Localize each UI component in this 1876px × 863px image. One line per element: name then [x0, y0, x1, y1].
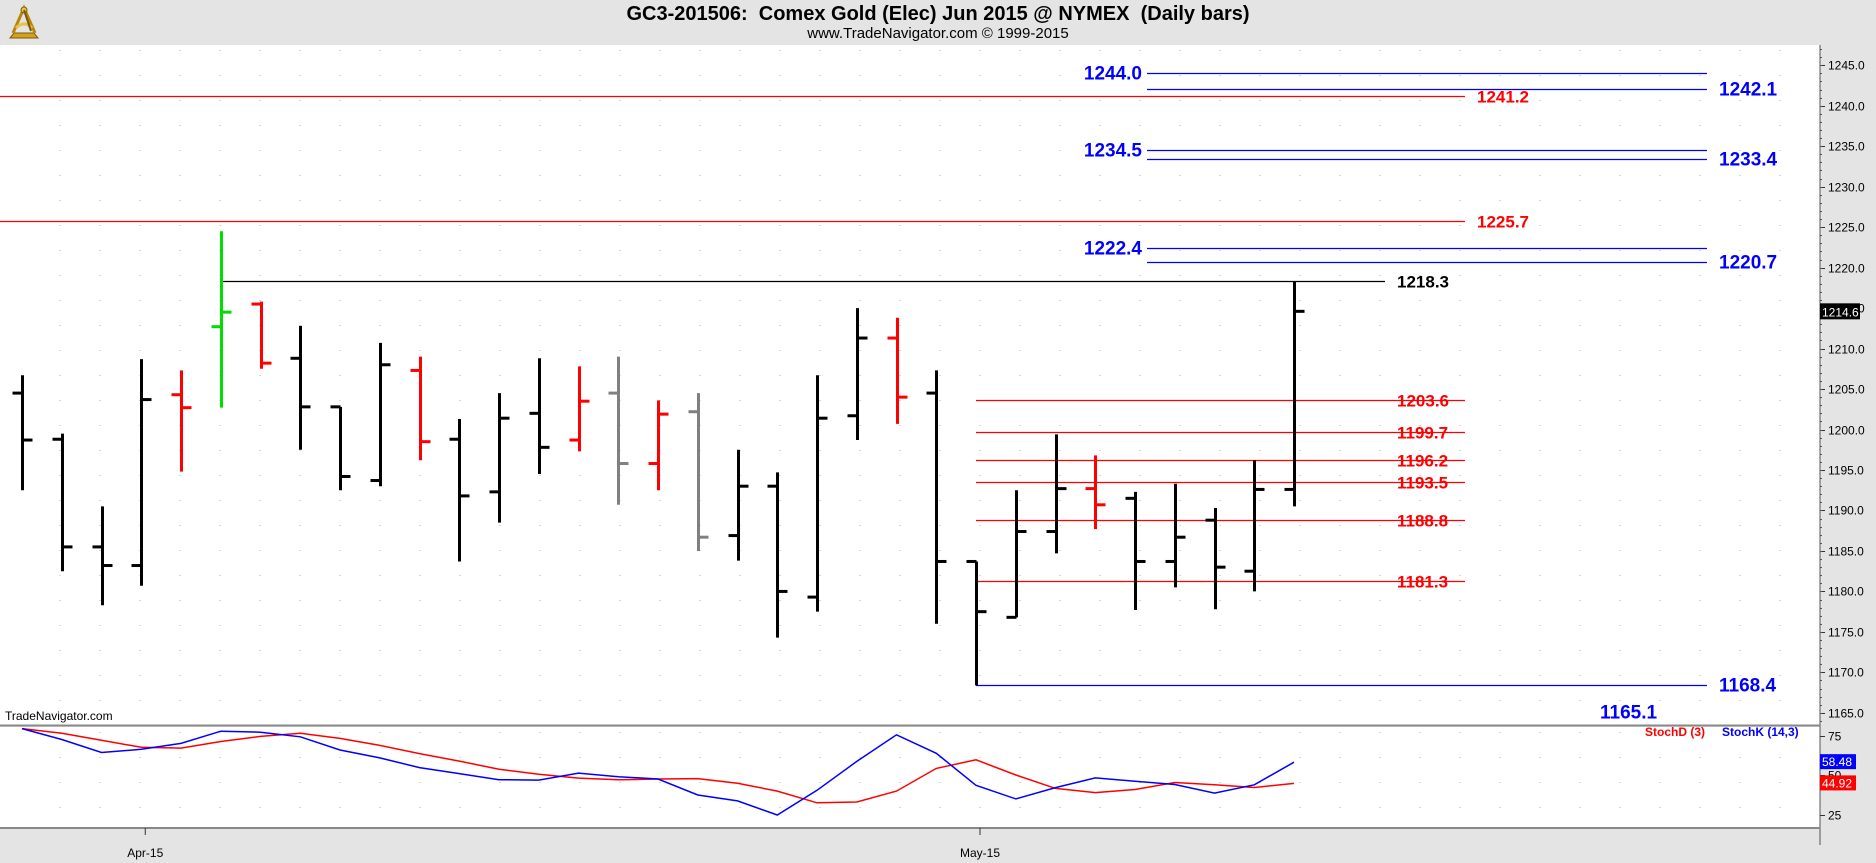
ohlc-bar [767, 472, 788, 638]
date-axis-label: May-15 [960, 846, 1000, 860]
stochastic-axis-label: 75 [1828, 730, 1842, 744]
price-level-label: 1220.7 [1719, 253, 1777, 274]
stochastic-series-line [21, 727, 1295, 816]
price-axis-label: 1210.0 [1828, 343, 1865, 357]
price-axis-label: 1200.0 [1828, 424, 1865, 438]
price-level-label: 1241.2 [1477, 88, 1529, 107]
price-axis-label: 1170.0 [1828, 666, 1864, 680]
stochastic-last-value-box [1820, 754, 1856, 770]
stochastic-last-value-label: 44.92 [1822, 776, 1852, 790]
chart-subtitle: www.TradeNavigator.com © 1999-2015 [807, 25, 1069, 42]
price-axis: 1165.0 1170.0 1175.0 1180.0 1185.0 1190.0 1195… [1820, 49, 1865, 823]
price-level-lines: 1244.0 1242.1 1241.2 1234.5 1233.4 1225.7 1222… [0, 64, 1778, 724]
date-axis: Apr-15 May-15 [127, 828, 1000, 860]
stochastic-axis-label: 25 [1828, 809, 1842, 823]
stochastic-last-value-label: 58.48 [1822, 755, 1852, 769]
price-level-label: 1222.4 [1084, 239, 1143, 260]
ohlc-bar [1006, 490, 1027, 619]
ohlc-bar [211, 231, 232, 408]
ohlc-bar [410, 356, 431, 461]
stochastic-lines: StochD (3) StochK (14,3) [21, 725, 1799, 816]
price-axis-label: 1185.0 [1828, 545, 1864, 559]
ohlc-bar [131, 359, 152, 586]
stochastic-last-value-box [1820, 775, 1856, 791]
price-axis-label: 1180.0 [1828, 585, 1864, 599]
price-axis-label: 1225.0 [1828, 221, 1865, 235]
price-level-label: 1188.8 [1397, 512, 1448, 531]
price-axis-label: 1190.0 [1828, 504, 1864, 518]
watermark-text: TradeNavigator.com [5, 709, 113, 723]
price-level-label: 1168.4 [1719, 676, 1776, 697]
ohlc-bar [171, 370, 192, 472]
ohlc-bar [1165, 483, 1186, 588]
ohlc-bar [569, 366, 590, 452]
ohlc-bar [926, 370, 947, 624]
ohlc-bar [887, 317, 908, 424]
date-axis-label: Apr-15 [127, 846, 163, 860]
price-axis-label: 1230.0 [1828, 181, 1865, 195]
ohlc-bar [1284, 281, 1305, 507]
stochastic-legend-stochk: StochK (14,3) [1722, 725, 1799, 739]
ohlc-bar [807, 375, 828, 612]
price-level-label: 1181.3 [1397, 573, 1448, 592]
ohlc-bar [529, 358, 550, 475]
ohlc-bar [688, 393, 709, 551]
ohlc-bar [847, 308, 868, 441]
price-level-label: 1244.0 [1084, 64, 1142, 85]
ohlc-bars [12, 231, 1305, 686]
chart-title: GC3-201506: Comex Gold (Elec) Jun 2015 @… [626, 3, 1250, 25]
stochastic-panel-background [0, 727, 1820, 827]
price-level-label: 1203.6 [1397, 392, 1449, 411]
ohlc-bar [1244, 460, 1265, 592]
price-level-label: 1234.5 [1084, 141, 1143, 162]
price-level-label: 1218.3 [1397, 273, 1449, 292]
price-level-label: 1165.1 [1600, 703, 1657, 724]
price-level-label: 1242.1 [1719, 80, 1778, 101]
ohlc-bar [449, 419, 470, 562]
price-axis-label: 1245.0 [1828, 59, 1865, 73]
ohlc-bar [648, 400, 669, 491]
chart-header: GC3-201506: Comex Gold (Elec) Jun 2015 @… [0, 0, 1876, 45]
price-level-label: 1196.2 [1397, 452, 1448, 471]
ohlc-bar [12, 375, 33, 491]
ohlc-bar [728, 449, 749, 561]
ohlc-bar [966, 559, 987, 686]
ohlc-bar [489, 393, 510, 523]
price-axis-label: 1205.0 [1828, 383, 1865, 397]
ohlc-bar [370, 342, 391, 487]
ohlc-bar [330, 405, 351, 491]
sextant-logo-icon [8, 4, 40, 39]
price-axis-label: 1235.0 [1828, 140, 1865, 154]
price-level-label: 1233.4 [1719, 150, 1778, 171]
last-price-box [1820, 303, 1860, 320]
last-price-label: 1214.6 [1822, 305, 1859, 319]
price-level-label: 1193.5 [1397, 474, 1448, 493]
price-level-label: 1199.7 [1397, 424, 1448, 443]
price-axis-label: 1165.0 [1828, 707, 1864, 721]
ohlc-bar [1046, 434, 1067, 554]
price-level-label: 1225.7 [1477, 213, 1529, 232]
price-axis-label: 1240.0 [1828, 100, 1865, 114]
ohlc-bar [1085, 455, 1106, 530]
price-axis-label: 1175.0 [1828, 626, 1864, 640]
ohlc-bar [92, 506, 113, 606]
ohlc-bar [1205, 508, 1226, 610]
ohlc-bar [52, 433, 73, 572]
ohlc-bar [1125, 491, 1146, 611]
price-panel-background [0, 45, 1820, 725]
ohlc-bar [608, 356, 629, 505]
price-axis-label: 1195.0 [1828, 464, 1864, 478]
ohlc-bar [290, 325, 311, 450]
price-axis-label: 1220.0 [1828, 262, 1865, 276]
ohlc-bar [251, 301, 272, 369]
stochastic-legend-stochd: StochD (3) [1645, 725, 1705, 739]
